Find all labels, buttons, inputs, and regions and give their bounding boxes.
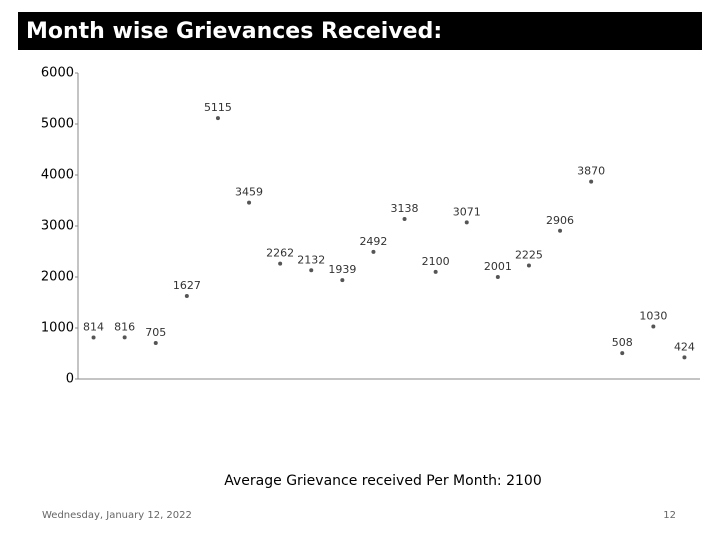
slide-title: Month wise Grievances Received: — [26, 19, 442, 44]
data-label: 1627 — [173, 279, 201, 292]
data-point — [184, 294, 189, 299]
data-point — [215, 116, 220, 121]
data-label: 2001 — [484, 260, 512, 273]
data-point — [464, 220, 469, 225]
y-tick-label: 5000 — [41, 117, 74, 132]
data-label: 3138 — [391, 202, 419, 215]
y-tick-label: 3000 — [41, 219, 74, 234]
data-label: 3870 — [577, 165, 605, 178]
title-bar — [18, 12, 702, 50]
data-point — [371, 249, 376, 254]
data-point — [91, 335, 96, 340]
data-point — [340, 278, 345, 283]
data-point — [682, 355, 687, 360]
data-point — [153, 341, 158, 346]
data-label: 816 — [114, 320, 135, 333]
page-number: 12 — [663, 510, 676, 521]
data-label: 814 — [83, 320, 104, 333]
y-tick-label: 2000 — [41, 270, 74, 285]
data-label: 2132 — [297, 253, 325, 266]
data-point — [122, 335, 127, 340]
data-label: 2225 — [515, 249, 543, 262]
data-point — [495, 274, 500, 279]
data-label: 5115 — [204, 101, 232, 114]
slide-date: Wednesday, January 12, 2022 — [42, 510, 192, 521]
annotation: Average Grievance received Per Month: 21… — [224, 473, 541, 489]
data-label: 2262 — [266, 247, 294, 260]
data-point — [651, 324, 656, 329]
data-point — [620, 351, 625, 356]
y-tick-label: 0 — [66, 372, 74, 387]
data-point — [247, 200, 252, 205]
data-point — [433, 269, 438, 274]
data-label: 2100 — [422, 255, 450, 268]
data-label: 705 — [145, 326, 166, 339]
data-label: 1030 — [639, 309, 667, 322]
data-label: 3071 — [453, 205, 481, 218]
data-label: 424 — [674, 340, 695, 353]
data-point — [402, 216, 407, 221]
y-tick-label: 4000 — [41, 168, 74, 183]
data-label: 3459 — [235, 186, 263, 199]
data-label: 2906 — [546, 214, 574, 227]
data-label: 508 — [612, 336, 633, 349]
data-label: 2492 — [359, 235, 387, 248]
data-point — [558, 228, 563, 233]
data-point — [589, 179, 594, 184]
data-point — [278, 261, 283, 266]
data-point — [526, 263, 531, 268]
data-label: 1939 — [328, 263, 356, 276]
data-point — [309, 268, 314, 273]
y-tick-label: 1000 — [41, 321, 74, 336]
y-tick-label: 6000 — [41, 66, 74, 81]
